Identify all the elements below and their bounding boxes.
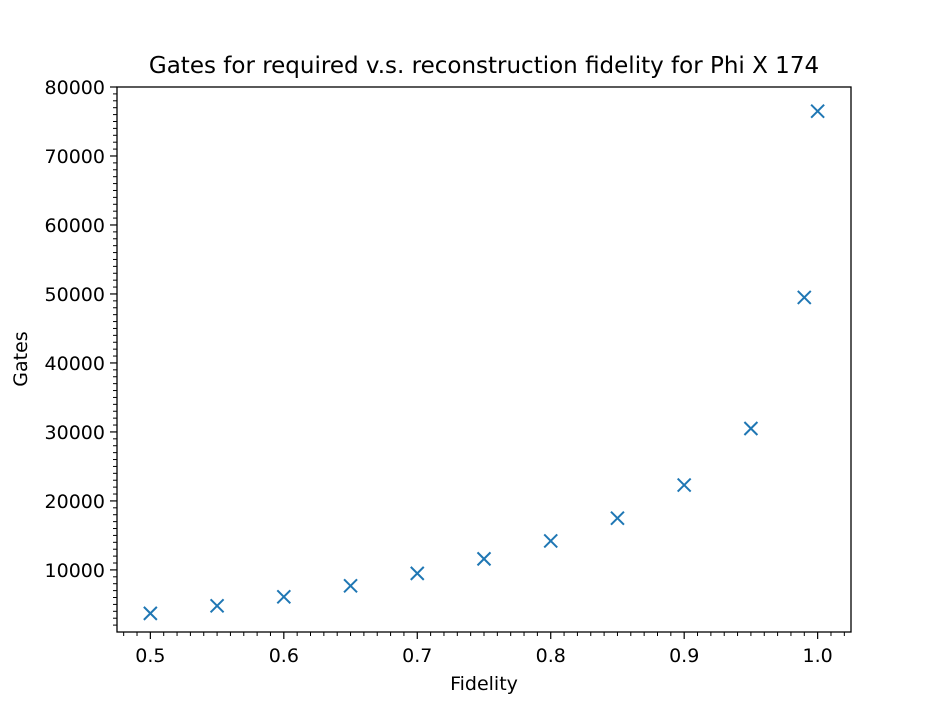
axes-frame: [116, 86, 852, 633]
data-point: [343, 578, 358, 593]
data-point: [410, 566, 425, 581]
data-point: [676, 477, 692, 493]
data-point: [610, 510, 625, 526]
y-tick-label: 80000: [45, 77, 105, 99]
x-tick-label: 0.6: [269, 645, 299, 667]
x-axis-label: Fidelity: [450, 673, 518, 695]
y-tick-label: 50000: [45, 284, 105, 306]
y-tick-label: 30000: [45, 422, 105, 444]
x-tick-label: 0.7: [402, 645, 432, 667]
data-point: [543, 533, 558, 549]
data-point: [209, 598, 225, 613]
x-tick-label: 0.8: [536, 645, 566, 667]
data-point: [743, 421, 759, 436]
data-point: [476, 551, 492, 567]
y-tick-label: 60000: [45, 215, 105, 237]
plot-area: 0.5 0.6 0.7 0.8 0.9 1.0 10000 20000 30000 40000 50…: [45, 77, 852, 667]
chart-title: Gates for required v.s. reconstruction f…: [149, 53, 819, 79]
x-tick-label: 1.0: [803, 645, 833, 667]
data-point: [143, 606, 158, 621]
y-tick-label: 70000: [45, 146, 105, 168]
y-tick-label: 20000: [45, 491, 105, 513]
y-axis-label: Gates: [10, 331, 32, 386]
y-tick-label: 10000: [45, 560, 105, 582]
x-tick-label: 0.9: [669, 645, 699, 667]
data-point: [810, 103, 825, 119]
data-point: [797, 290, 812, 305]
data-point: [276, 589, 292, 605]
y-tick-label: 40000: [45, 353, 105, 375]
x-tick-label: 0.5: [135, 645, 165, 667]
